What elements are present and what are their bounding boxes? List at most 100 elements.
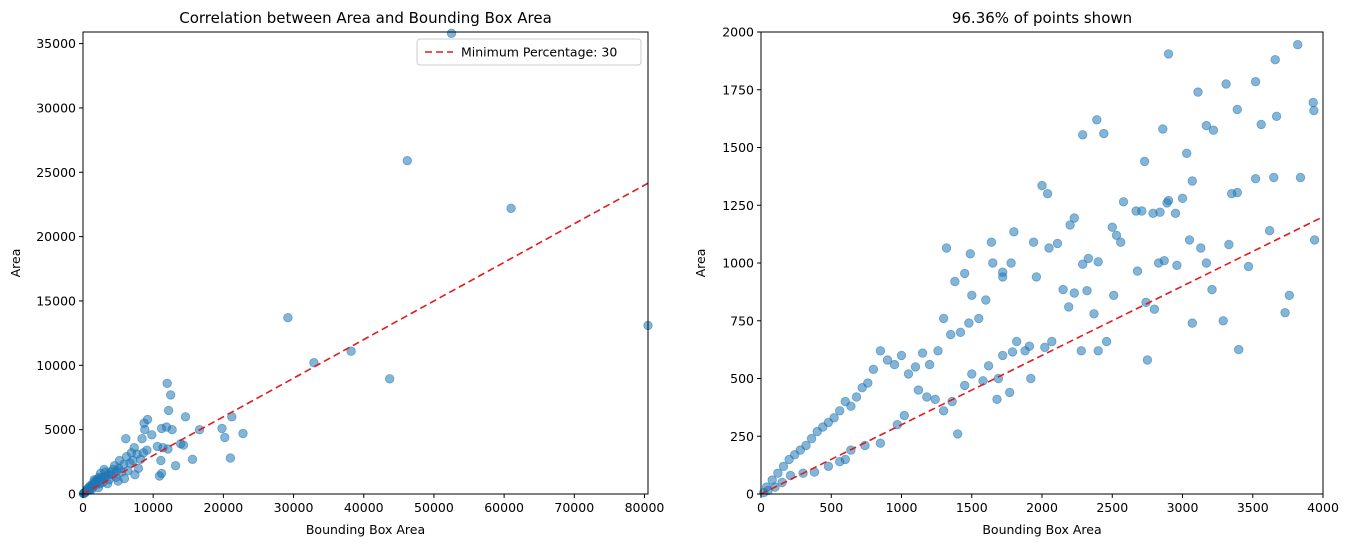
scatter-point	[1077, 130, 1088, 140]
scatter-point	[1193, 87, 1203, 97]
scatter-point	[955, 327, 966, 338]
scatter-point	[998, 350, 1008, 361]
scatter-point	[875, 346, 886, 356]
scatter-point	[217, 423, 227, 434]
scatter-point	[147, 430, 157, 440]
scatter-point	[992, 394, 1002, 405]
scatter-point	[1040, 342, 1050, 353]
scatter-point	[238, 428, 248, 439]
scatter-point	[220, 432, 230, 443]
scatter-point	[1069, 213, 1080, 223]
scatter-point	[761, 482, 772, 492]
right-scatter-points	[759, 40, 1320, 498]
scatter-point	[903, 369, 914, 379]
scatter-point	[121, 434, 131, 444]
scatter-point	[1077, 259, 1088, 269]
scatter-point	[1232, 104, 1243, 115]
y-tick-label: 1500	[722, 140, 754, 155]
right-x-ticks: 0 500 1000 1500 2000 2500 3000 3500 4000	[757, 494, 1339, 515]
scatter-point	[1042, 188, 1053, 199]
scatter-point	[1226, 188, 1237, 199]
x-tick-label: 1000	[886, 500, 918, 515]
scatter-point	[930, 394, 940, 405]
scatter-point	[1309, 105, 1319, 116]
scatter-point	[1308, 97, 1318, 108]
scatter-point	[1250, 76, 1261, 87]
scatter-point	[402, 155, 413, 166]
scatter-point	[1007, 347, 1018, 357]
scatter-point	[938, 406, 949, 416]
x-tick-label: 60000	[484, 500, 524, 515]
scatter-point	[1280, 308, 1290, 318]
scatter-point	[960, 268, 970, 279]
scatter-point	[777, 477, 787, 488]
scatter-point	[938, 313, 949, 324]
scatter-point	[913, 385, 924, 395]
scatter-point	[857, 383, 867, 393]
scatter-point	[1111, 230, 1122, 241]
x-tick-label: 1500	[956, 500, 988, 515]
scatter-point	[1256, 119, 1266, 130]
scatter-point	[1184, 235, 1195, 245]
left-chart-title: Correlation between Area and Bounding Bo…	[179, 9, 552, 27]
scatter-point	[1271, 111, 1282, 122]
scatter-point	[1264, 225, 1275, 236]
scatter-point	[1172, 260, 1182, 271]
x-tick-label: 70000	[554, 500, 594, 515]
scatter-point	[1269, 172, 1279, 183]
scatter-point	[170, 461, 181, 471]
x-tick-label: 80000	[625, 500, 665, 515]
scatter-point	[1284, 290, 1295, 301]
scatter-point	[125, 458, 135, 468]
scatter-point	[1218, 316, 1228, 326]
scatter-point	[964, 318, 974, 328]
scatter-point	[129, 443, 139, 453]
scatter-point	[778, 461, 789, 472]
scatter-point	[823, 461, 834, 472]
y-tick-label: 1000	[722, 256, 754, 271]
scatter-point	[1207, 284, 1217, 295]
x-tick-label: 0	[79, 500, 87, 515]
scatter-point	[1170, 208, 1181, 219]
scatter-point	[986, 237, 997, 247]
scatter-point	[167, 425, 177, 435]
scatter-point	[1069, 288, 1080, 298]
scatter-point	[1031, 272, 1042, 282]
scatter-point	[1101, 336, 1112, 347]
scatter-point	[1201, 258, 1212, 268]
scatter-point	[1037, 180, 1047, 191]
scatter-point	[851, 392, 862, 402]
y-tick-label: 20000	[36, 229, 76, 244]
scatter-point	[1065, 220, 1075, 230]
right-reference-line	[760, 216, 1324, 495]
scatter-point	[998, 272, 1008, 282]
y-tick-label: 2000	[722, 25, 754, 40]
scatter-point	[1099, 128, 1109, 139]
scatter-point	[835, 457, 845, 467]
scatter-point	[385, 374, 395, 384]
scatter-point	[140, 425, 150, 435]
y-tick-label: 5000	[44, 422, 76, 437]
left-reference-line	[82, 182, 649, 495]
scatter-point	[773, 468, 783, 478]
left-x-ticks: 0 10000 20000 30000 40000 50000 60000 70000 8000…	[79, 494, 664, 515]
scatter-point	[1052, 238, 1063, 249]
scatter-point	[896, 350, 907, 361]
left-scatter-points	[78, 28, 653, 499]
scatter-point	[99, 464, 109, 475]
scatter-point	[1009, 227, 1019, 237]
scatter-point	[1155, 207, 1165, 217]
y-tick-label: 750	[730, 313, 754, 328]
scatter-point	[960, 380, 970, 391]
scatter-point	[1020, 346, 1030, 356]
right-x-axis-label: Bounding Box Area	[982, 522, 1101, 537]
scatter-point	[784, 454, 794, 465]
scatter-point	[1139, 156, 1150, 167]
scatter-point	[1132, 266, 1143, 276]
y-tick-label: 0	[746, 487, 754, 502]
scatter-point	[922, 392, 932, 402]
left-y-axis-label: Area	[8, 249, 23, 278]
y-tick-label: 10000	[36, 358, 76, 373]
scatter-point	[1142, 355, 1153, 365]
